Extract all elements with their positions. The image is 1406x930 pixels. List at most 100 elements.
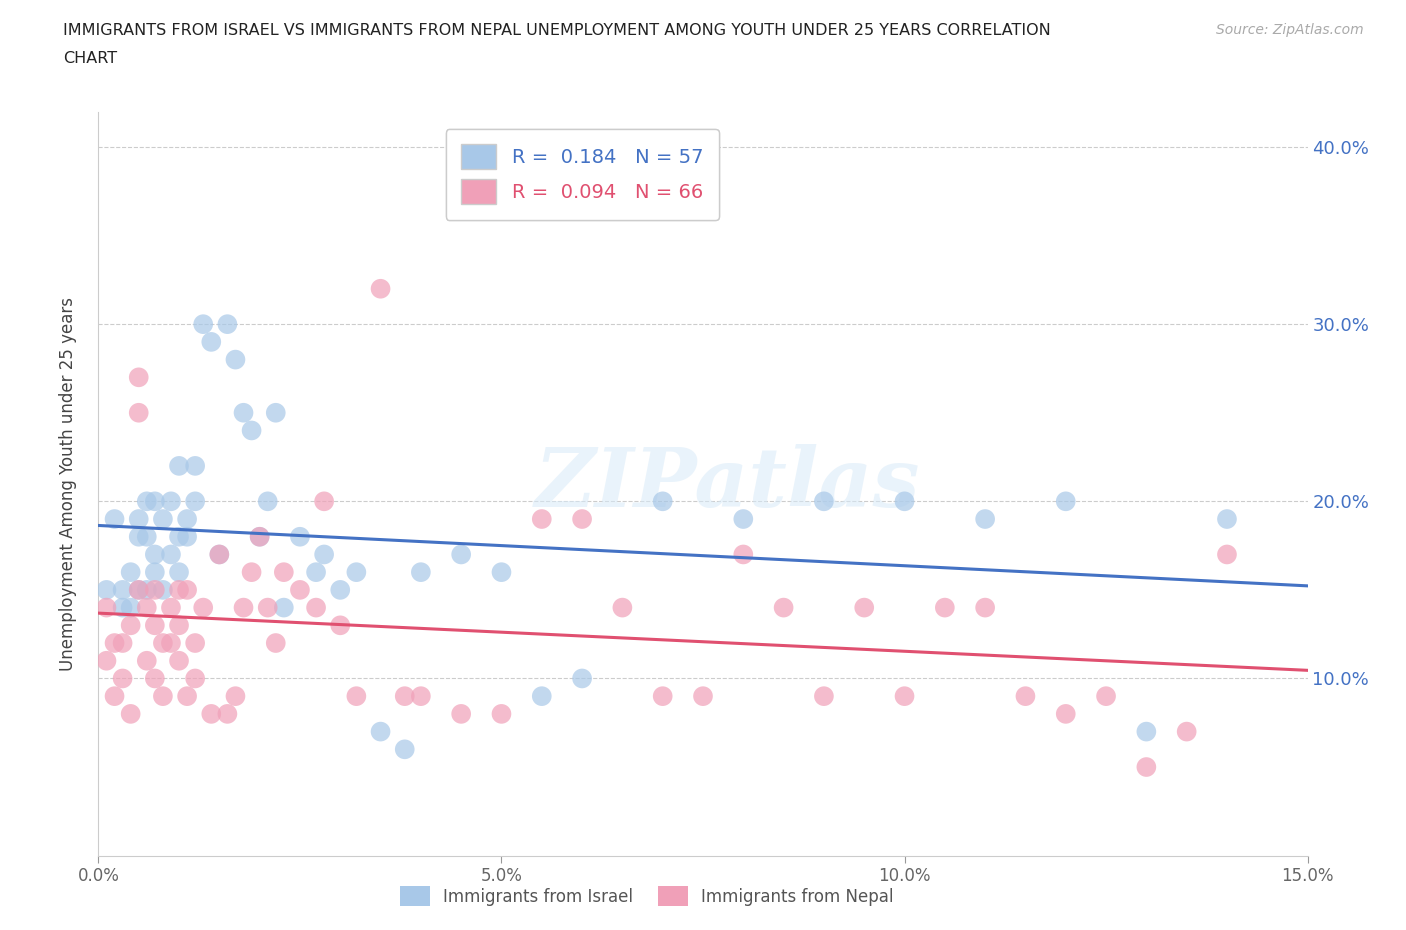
Point: [1216, 512, 1239, 526]
Point: [256, 600, 278, 615]
Point: [96, 653, 118, 668]
Point: [135, 600, 157, 615]
Point: [224, 689, 246, 704]
Point: [103, 689, 125, 704]
Point: [111, 600, 134, 615]
Point: [344, 565, 367, 579]
Point: [813, 494, 835, 509]
Point: [120, 707, 142, 722]
Point: [143, 582, 166, 597]
Point: [160, 635, 183, 650]
Point: [143, 494, 166, 509]
Point: [370, 724, 392, 739]
Point: [571, 512, 593, 526]
Point: [264, 405, 287, 420]
Point: [160, 600, 183, 615]
Point: [394, 742, 416, 757]
Point: [1135, 760, 1157, 775]
Point: [232, 405, 254, 420]
Point: [612, 600, 634, 615]
Point: [273, 565, 295, 579]
Point: [934, 600, 956, 615]
Point: [217, 707, 239, 722]
Point: [692, 689, 714, 704]
Point: [409, 689, 432, 704]
Point: [394, 689, 416, 704]
Point: [135, 494, 157, 509]
Point: [120, 618, 142, 632]
Point: [314, 547, 336, 562]
Point: [733, 547, 755, 562]
Point: [314, 494, 336, 509]
Point: [240, 423, 263, 438]
Point: [120, 600, 142, 615]
Point: [184, 635, 207, 650]
Point: [1216, 547, 1239, 562]
Legend: R =  0.184   N = 57, R =  0.094   N = 66: R = 0.184 N = 57, R = 0.094 N = 66: [446, 128, 718, 219]
Point: [152, 582, 174, 597]
Point: [1014, 689, 1036, 704]
Point: [167, 582, 190, 597]
Point: [176, 689, 198, 704]
Point: [974, 512, 997, 526]
Text: CHART: CHART: [63, 51, 117, 66]
Point: [135, 529, 157, 544]
Point: [167, 565, 190, 579]
Point: [200, 707, 222, 722]
Point: [1095, 689, 1118, 704]
Point: [103, 635, 125, 650]
Point: [184, 671, 207, 686]
Text: IMMIGRANTS FROM ISRAEL VS IMMIGRANTS FROM NEPAL UNEMPLOYMENT AMONG YOUTH UNDER 2: IMMIGRANTS FROM ISRAEL VS IMMIGRANTS FRO…: [63, 23, 1052, 38]
Point: [530, 689, 553, 704]
Point: [143, 618, 166, 632]
Point: [450, 707, 472, 722]
Point: [974, 600, 997, 615]
Point: [264, 635, 287, 650]
Point: [167, 618, 190, 632]
Point: [176, 582, 198, 597]
Text: ZIPatlas: ZIPatlas: [534, 444, 920, 524]
Point: [329, 582, 352, 597]
Point: [193, 600, 215, 615]
Point: [176, 529, 198, 544]
Point: [128, 582, 150, 597]
Point: [240, 565, 263, 579]
Point: [176, 512, 198, 526]
Point: [329, 618, 352, 632]
Point: [152, 635, 174, 650]
Point: [288, 582, 311, 597]
Point: [128, 512, 150, 526]
Point: [152, 512, 174, 526]
Point: [273, 600, 295, 615]
Point: [249, 529, 271, 544]
Point: [530, 512, 553, 526]
Point: [200, 335, 222, 350]
Point: [651, 689, 673, 704]
Point: [184, 494, 207, 509]
Point: [193, 317, 215, 332]
Point: [491, 707, 513, 722]
Point: [491, 565, 513, 579]
Point: [772, 600, 794, 615]
Point: [143, 565, 166, 579]
Point: [208, 547, 231, 562]
Point: [167, 458, 190, 473]
Point: [111, 671, 134, 686]
Point: [128, 370, 150, 385]
Point: [305, 600, 328, 615]
Point: [1175, 724, 1198, 739]
Point: [135, 582, 157, 597]
Point: [1135, 724, 1157, 739]
Point: [96, 582, 118, 597]
Point: [160, 547, 183, 562]
Point: [120, 565, 142, 579]
Point: [143, 547, 166, 562]
Point: [893, 494, 915, 509]
Point: [143, 671, 166, 686]
Point: [370, 281, 392, 296]
Point: [135, 653, 157, 668]
Point: [184, 458, 207, 473]
Point: [96, 600, 118, 615]
Point: [733, 512, 755, 526]
Point: [111, 635, 134, 650]
